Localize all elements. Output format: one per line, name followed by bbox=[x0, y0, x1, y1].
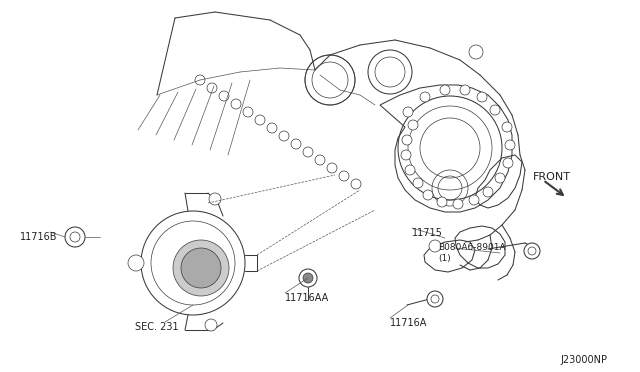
Circle shape bbox=[477, 92, 487, 102]
Text: (1): (1) bbox=[438, 254, 451, 263]
Circle shape bbox=[181, 248, 221, 288]
Text: FRONT: FRONT bbox=[533, 172, 571, 182]
Circle shape bbox=[299, 269, 317, 287]
Circle shape bbox=[402, 135, 412, 145]
Text: 11715: 11715 bbox=[412, 228, 443, 238]
Text: 11716AA: 11716AA bbox=[285, 293, 329, 303]
Circle shape bbox=[524, 243, 540, 259]
Circle shape bbox=[460, 85, 470, 95]
Circle shape bbox=[502, 122, 512, 132]
Circle shape bbox=[420, 92, 430, 102]
Text: J23000NP: J23000NP bbox=[560, 355, 607, 365]
Circle shape bbox=[401, 150, 411, 160]
Text: 11716A: 11716A bbox=[390, 318, 428, 328]
Text: SEC. 231: SEC. 231 bbox=[135, 322, 179, 332]
Circle shape bbox=[429, 240, 441, 252]
Circle shape bbox=[173, 240, 229, 296]
Circle shape bbox=[303, 273, 313, 283]
Circle shape bbox=[469, 195, 479, 205]
Circle shape bbox=[209, 193, 221, 205]
Circle shape bbox=[65, 227, 85, 247]
Circle shape bbox=[408, 120, 418, 130]
Circle shape bbox=[440, 85, 450, 95]
Circle shape bbox=[423, 190, 433, 200]
Circle shape bbox=[128, 255, 144, 271]
Circle shape bbox=[437, 197, 447, 207]
Circle shape bbox=[469, 45, 483, 59]
Circle shape bbox=[205, 319, 217, 331]
Circle shape bbox=[405, 165, 415, 175]
Text: B080A6-8901A: B080A6-8901A bbox=[438, 243, 506, 252]
Circle shape bbox=[503, 158, 513, 168]
Circle shape bbox=[505, 140, 515, 150]
Text: 11716B: 11716B bbox=[20, 232, 58, 242]
Circle shape bbox=[413, 178, 423, 188]
Circle shape bbox=[427, 291, 443, 307]
Circle shape bbox=[495, 173, 505, 183]
Circle shape bbox=[403, 107, 413, 117]
Circle shape bbox=[490, 105, 500, 115]
Circle shape bbox=[453, 199, 463, 209]
Circle shape bbox=[483, 187, 493, 197]
